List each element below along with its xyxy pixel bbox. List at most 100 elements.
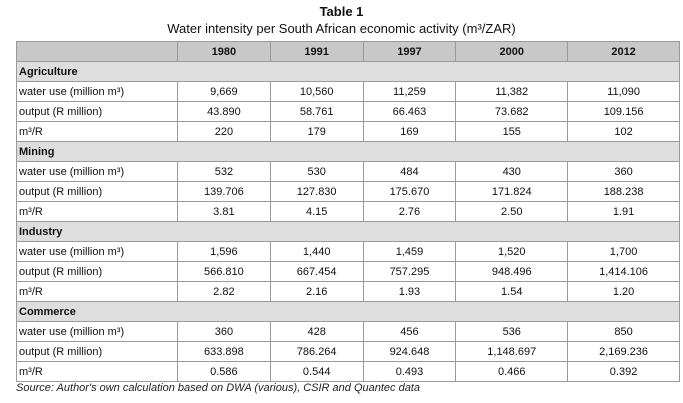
table-row: m³/R 3.81 4.15 2.76 2.50 1.91 [16, 201, 680, 222]
table-cell: 1,440 [269, 241, 364, 262]
table-row: m³/R 220 179 169 155 102 [16, 121, 680, 142]
table-cell: 0.466 [455, 361, 569, 382]
table-row: output (R million) 139.706 127.830 175.670 1… [16, 181, 680, 202]
table-cell: 220 [177, 121, 271, 142]
table-row: output (R million) 633.898 786.264 924.648 1… [16, 341, 680, 362]
table-cell: 484 [362, 161, 457, 182]
table-cell: 1,459 [362, 241, 457, 262]
table-cell: 11,382 [455, 81, 569, 102]
water-intensity-table: 1980 1991 1997 2000 2012 Agriculture water us… [16, 41, 680, 382]
row-label: water use (million m³) [16, 81, 178, 102]
table-cell: 757.295 [362, 261, 457, 282]
table-cell: 536 [455, 321, 569, 342]
column-header: 1980 [177, 41, 271, 62]
table-row: water use (million m³) 360 428 456 536 850 [16, 321, 680, 342]
row-label: m³/R [16, 281, 178, 302]
table-cell: 633.898 [177, 341, 271, 362]
row-label: water use (million m³) [16, 241, 178, 262]
table-cell: 2.50 [455, 201, 569, 222]
table-cell: 948.496 [455, 261, 569, 282]
section-label: Commerce [16, 301, 680, 322]
table-title: Table 1 [319, 4, 364, 19]
section-row: Commerce [16, 301, 680, 322]
table-cell: 58.761 [269, 101, 364, 122]
section-label: Mining [16, 141, 680, 162]
column-header: 1997 [362, 41, 457, 62]
table-cell: 2.16 [269, 281, 364, 302]
table-cell: 175.670 [362, 181, 457, 202]
table-cell: 1.20 [567, 281, 680, 302]
row-label: water use (million m³) [16, 321, 178, 342]
table-cell: 0.544 [269, 361, 364, 382]
table-cell: 2.82 [177, 281, 271, 302]
table-cell: 0.392 [567, 361, 680, 382]
row-label: m³/R [16, 201, 178, 222]
column-header: 1991 [269, 41, 364, 62]
table-cell: 109.156 [567, 101, 680, 122]
table-cell: 0.493 [362, 361, 457, 382]
table-cell: 188.238 [567, 181, 680, 202]
table-cell: 1,520 [455, 241, 569, 262]
table-cell: 360 [177, 321, 271, 342]
table-cell: 171.824 [455, 181, 569, 202]
table-cell: 667.454 [269, 261, 364, 282]
table-cell: 10,560 [269, 81, 364, 102]
table-cell: 1.93 [362, 281, 457, 302]
row-label: water use (million m³) [16, 161, 178, 182]
table-cell: 786.264 [269, 341, 364, 362]
table-row: m³/R 0.586 0.544 0.493 0.466 0.392 [16, 361, 680, 382]
table-row: output (R million) 43.890 58.761 66.463 73.6… [16, 101, 680, 122]
table-row: water use (million m³) 9,669 10,560 11,259 1… [16, 81, 680, 102]
table-cell: 1,414.106 [567, 261, 680, 282]
table-cell: 4.15 [269, 201, 364, 222]
table-cell: 127.830 [269, 181, 364, 202]
table-cell: 2,169.236 [567, 341, 680, 362]
table-cell: 66.463 [362, 101, 457, 122]
table-cell: 430 [455, 161, 569, 182]
table-cell: 1,700 [567, 241, 680, 262]
table-cell: 139.706 [177, 181, 271, 202]
header-blank [16, 41, 178, 62]
table-row: m³/R 2.82 2.16 1.93 1.54 1.20 [16, 281, 680, 302]
table-cell: 11,090 [567, 81, 680, 102]
row-label: output (R million) [16, 341, 178, 362]
table-cell: 73.682 [455, 101, 569, 122]
table-cell: 11,259 [362, 81, 457, 102]
section-label: Industry [16, 221, 680, 242]
table-cell: 1.91 [567, 201, 680, 222]
table-cell: 532 [177, 161, 271, 182]
table-cell: 1.54 [455, 281, 569, 302]
source-note: Source: Author's own calculation based o… [16, 382, 421, 394]
table-cell: 43.890 [177, 101, 271, 122]
column-header: 2012 [567, 41, 680, 62]
table-cell: 169 [362, 121, 457, 142]
section-row: Mining [16, 141, 680, 162]
table-cell: 0.586 [177, 361, 271, 382]
row-label: m³/R [16, 361, 178, 382]
row-label: output (R million) [16, 181, 178, 202]
table-cell: 2.76 [362, 201, 457, 222]
table-cell: 530 [269, 161, 364, 182]
table-cell: 360 [567, 161, 680, 182]
table-cell: 102 [567, 121, 680, 142]
table-cell: 1,148.697 [455, 341, 569, 362]
header-row: 1980 1991 1997 2000 2012 [16, 41, 680, 62]
table-cell: 155 [455, 121, 569, 142]
column-header: 2000 [455, 41, 569, 62]
section-row: Agriculture [16, 61, 680, 82]
table-cell: 566.810 [177, 261, 271, 282]
table-cell: 850 [567, 321, 680, 342]
table-row: water use (million m³) 532 530 484 430 360 [16, 161, 680, 182]
section-label: Agriculture [16, 61, 680, 82]
table-row: output (R million) 566.810 667.454 757.295 9… [16, 261, 680, 282]
table-subtitle: Water intensity per South African econom… [167, 21, 516, 36]
row-label: output (R million) [16, 101, 178, 122]
row-label: output (R million) [16, 261, 178, 282]
section-row: Industry [16, 221, 680, 242]
table-cell: 456 [362, 321, 457, 342]
table-row: water use (million m³) 1,596 1,440 1,459 1,5… [16, 241, 680, 262]
table-cell: 428 [269, 321, 364, 342]
table-cell: 924.648 [362, 341, 457, 362]
table-cell: 1,596 [177, 241, 271, 262]
table-cell: 179 [269, 121, 364, 142]
